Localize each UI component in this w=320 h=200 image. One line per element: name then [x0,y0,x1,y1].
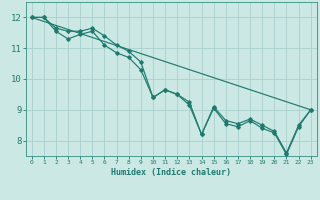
X-axis label: Humidex (Indice chaleur): Humidex (Indice chaleur) [111,168,231,177]
